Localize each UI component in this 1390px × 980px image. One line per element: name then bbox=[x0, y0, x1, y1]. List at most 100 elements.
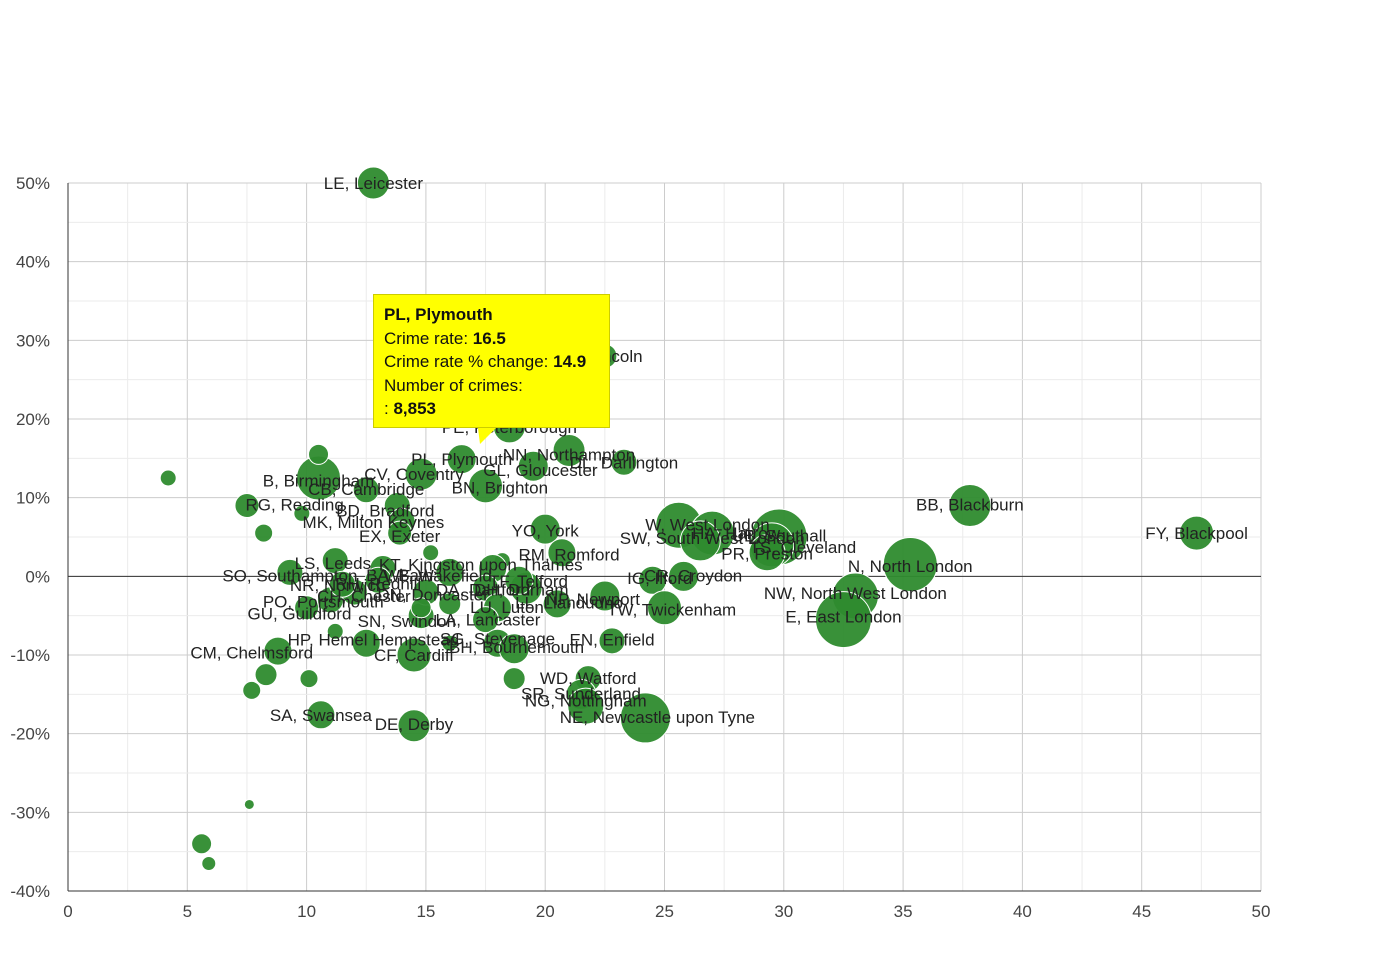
tooltip-rate-value: 16.5 bbox=[472, 328, 506, 348]
bubble-label: SO, Southampton bbox=[222, 567, 357, 586]
bubble-label: LL, Llandudno bbox=[515, 593, 623, 612]
bubble-label: NP, Newport bbox=[546, 590, 640, 609]
bubble-label: SG, Stevenage bbox=[440, 629, 555, 648]
bubble-label: RH, Redhill bbox=[335, 574, 421, 593]
bubble-label: SW, South West London bbox=[620, 529, 805, 548]
bubble bbox=[254, 523, 274, 543]
tooltip-rate-label: Crime rate: bbox=[384, 328, 473, 348]
bubble-label: RG, Reading bbox=[246, 496, 344, 515]
bubble bbox=[472, 606, 500, 634]
tooltip-count-value: 8,853 bbox=[393, 399, 436, 418]
bubble bbox=[404, 457, 438, 491]
bubble bbox=[435, 557, 465, 587]
y-tick-label: 30% bbox=[16, 331, 50, 350]
bubble-label: FY, Blackpool bbox=[1145, 524, 1248, 543]
bubble bbox=[396, 637, 432, 673]
bubble-label: BN, Brighton bbox=[452, 478, 548, 497]
x-tick-label: 15 bbox=[416, 902, 435, 921]
bubble bbox=[387, 520, 413, 546]
bubble bbox=[234, 493, 260, 519]
bubble-label: PR, Preston bbox=[721, 545, 813, 564]
bubble bbox=[356, 166, 390, 200]
y-tick-label: -10% bbox=[10, 646, 50, 665]
tooltip-pointer bbox=[478, 428, 496, 444]
bubble-label: CF, Cardiff bbox=[374, 646, 454, 665]
bubble-label: NN, Northampton bbox=[503, 445, 635, 464]
bubble-label: CB, Cambridge bbox=[308, 480, 424, 499]
x-tick-label: 5 bbox=[183, 902, 192, 921]
bubble bbox=[306, 700, 336, 730]
bubble-label: IG, Ilford bbox=[627, 569, 692, 588]
x-tick-label: 0 bbox=[63, 902, 72, 921]
bubble bbox=[542, 589, 572, 619]
bubble-label: LS, Leeds bbox=[295, 554, 372, 573]
bubble-label: HA, Harrow bbox=[692, 524, 781, 543]
bubble-label: EN, Enfield bbox=[569, 630, 654, 649]
bubble-label: N, North London bbox=[848, 557, 973, 576]
bubble-label: EX, Exeter bbox=[359, 527, 441, 546]
bubble-label: WD, Watford bbox=[540, 669, 637, 688]
x-tick-label: 45 bbox=[1132, 902, 1151, 921]
bubble bbox=[498, 633, 530, 665]
bubble bbox=[352, 476, 380, 504]
x-tick-label: 25 bbox=[655, 902, 674, 921]
bubble-label: PL, Plymouth bbox=[411, 450, 512, 469]
y-tick-label: 0% bbox=[25, 567, 50, 586]
bubble bbox=[422, 544, 440, 562]
bubble bbox=[589, 580, 621, 612]
bubble-label: CV, Coventry bbox=[364, 465, 464, 484]
bubble bbox=[242, 680, 262, 700]
bubble bbox=[552, 433, 586, 467]
x-tick-label: 50 bbox=[1252, 902, 1271, 921]
bubble bbox=[529, 513, 561, 545]
bubble bbox=[619, 692, 671, 744]
bubble bbox=[468, 468, 504, 504]
bubble-label: UB, Southall bbox=[732, 526, 827, 545]
bubble-label: BD, Bradford bbox=[336, 501, 434, 520]
bubble-label: DH, Durham bbox=[474, 581, 568, 600]
bubble-label: BB, Blackburn bbox=[916, 496, 1024, 515]
bubble bbox=[948, 484, 992, 528]
y-tick-label: -40% bbox=[10, 882, 50, 901]
bubble-label: RM, Romford bbox=[519, 545, 620, 564]
bubble bbox=[191, 833, 213, 855]
bubble bbox=[748, 534, 786, 572]
bubble bbox=[547, 538, 577, 568]
bubble-label: TS, Cleveland bbox=[749, 538, 856, 557]
bubble-label: BA, Bath bbox=[366, 566, 433, 585]
bubble bbox=[351, 628, 381, 658]
bubble-label: CH, Chester bbox=[317, 587, 411, 606]
bubble-label: TW, Twickenham bbox=[607, 600, 736, 619]
bubble-label: YO, York bbox=[512, 522, 580, 541]
tooltip-count-label: Number of crimes: bbox=[384, 375, 523, 395]
bubble-labels: LE, LeicesterLN, LincolnPE, Peterborough… bbox=[190, 174, 1248, 734]
bubble-label: KT, Kingston upon Thames bbox=[379, 556, 583, 575]
bubble-label: GL, Gloucester bbox=[483, 461, 598, 480]
bubble-label: DA, Dartford bbox=[436, 581, 530, 600]
y-tick-label: -20% bbox=[10, 725, 50, 744]
bubble bbox=[668, 560, 700, 592]
bubble bbox=[814, 591, 872, 649]
bubble bbox=[410, 597, 432, 619]
bubble bbox=[1179, 515, 1215, 551]
bubble bbox=[638, 565, 668, 595]
bubble bbox=[299, 669, 319, 689]
x-tick-label: 10 bbox=[297, 902, 316, 921]
bubble bbox=[598, 627, 626, 655]
bubble bbox=[517, 450, 549, 482]
tooltip-count-prefix: : bbox=[384, 399, 394, 418]
bubble-label: HP, Hemel Hempstead bbox=[288, 630, 460, 649]
bubble-label: NG, Nottingham bbox=[525, 692, 647, 711]
y-tick-label: -30% bbox=[10, 803, 50, 822]
bubble bbox=[610, 448, 638, 476]
bubble-label: DN, Doncaster bbox=[377, 585, 489, 604]
bubble-label: DE, Derby bbox=[375, 715, 454, 734]
bubble bbox=[201, 855, 217, 871]
bubble-label: LU, Luton bbox=[470, 598, 544, 617]
bubble bbox=[364, 566, 392, 594]
x-tick-label: 40 bbox=[1013, 902, 1032, 921]
bubble-label: BH, Bournemouth bbox=[449, 638, 584, 657]
bubble-label: WF, Wakefield bbox=[384, 567, 492, 586]
bubble-label: SN, Swindon bbox=[358, 612, 456, 631]
